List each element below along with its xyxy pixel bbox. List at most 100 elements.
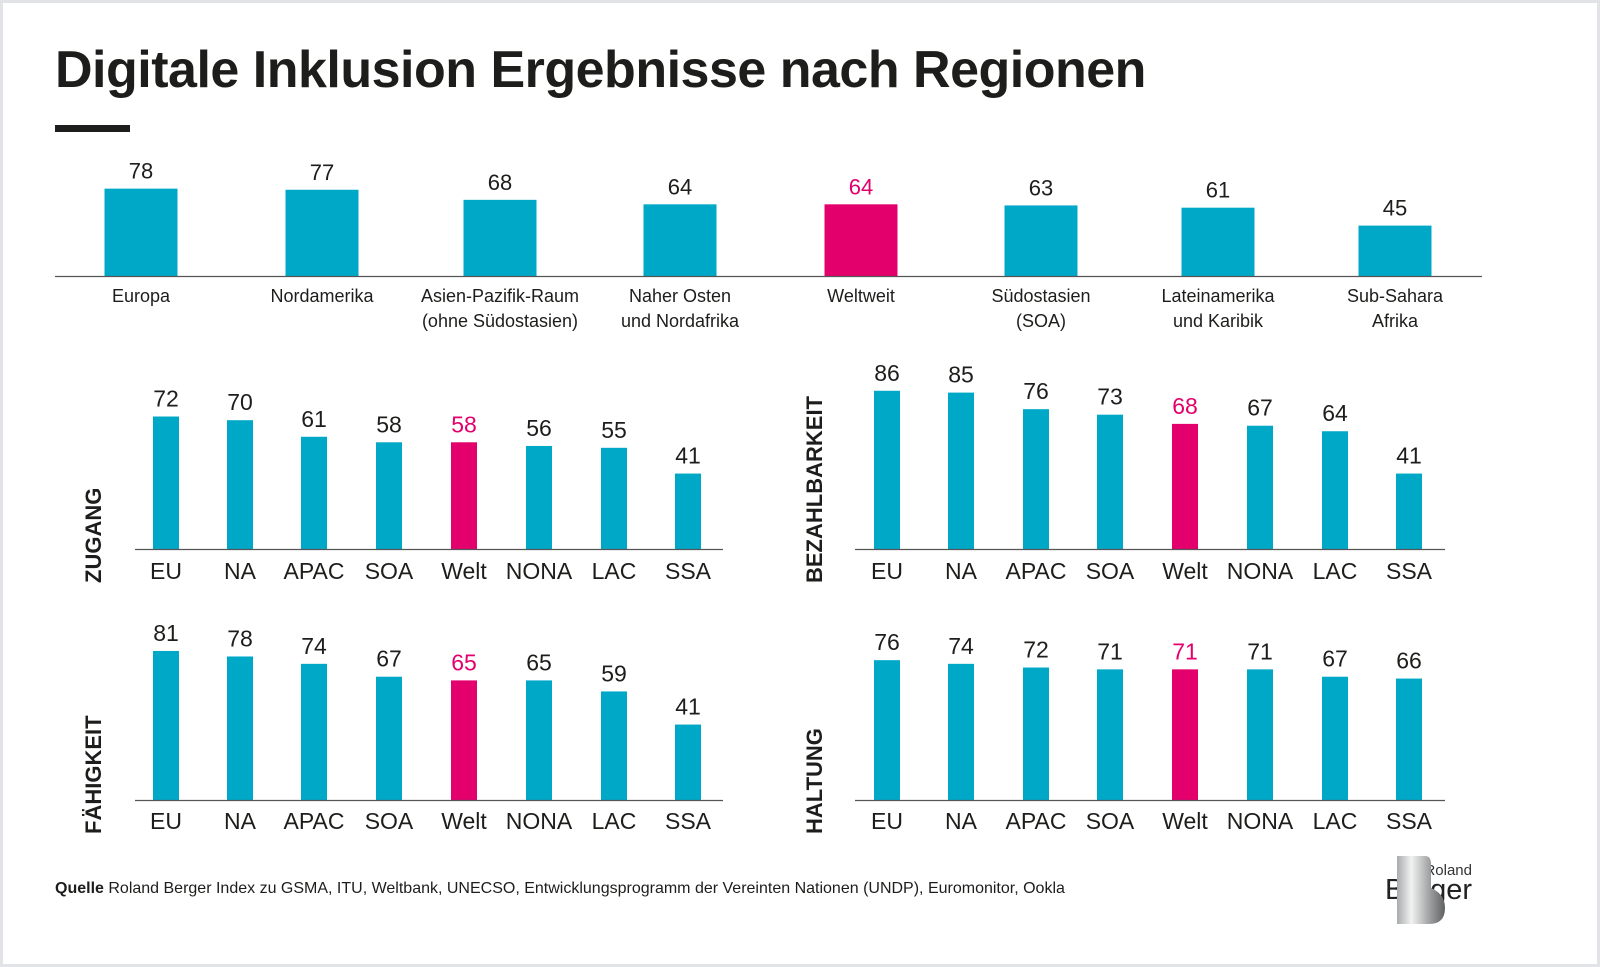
data-label: 58	[376, 411, 402, 437]
data-label: 71	[1247, 638, 1273, 664]
category-label: Lateinamerika und Karibik	[1161, 286, 1275, 331]
category-label: SSA	[665, 558, 712, 584]
data-label: 61	[1206, 178, 1230, 203]
bar-3-2	[301, 663, 327, 800]
category-label: NA	[945, 808, 978, 834]
title-underline	[55, 125, 130, 132]
data-label: 63	[1029, 175, 1053, 200]
data-label: 74	[948, 633, 974, 659]
bar-3-5	[526, 680, 552, 800]
bar-0-4	[824, 204, 898, 276]
bar-4-5	[1247, 669, 1273, 800]
data-label: 64	[849, 174, 873, 199]
category-label: APAC	[284, 558, 345, 584]
bar-1-4	[451, 442, 477, 549]
data-label: 41	[675, 443, 701, 469]
axis-title: ZUGANG	[81, 488, 106, 583]
data-label: 41	[1396, 443, 1422, 469]
source-text: Roland Berger Index zu GSMA, ITU, Weltba…	[108, 880, 1065, 897]
bar-4-4	[1172, 669, 1198, 800]
category-label: Welt	[1162, 558, 1208, 584]
category-label: NONA	[1227, 558, 1294, 584]
bar-1-1	[227, 420, 253, 549]
category-label: NONA	[506, 558, 573, 584]
data-label: 56	[526, 415, 552, 441]
bar-2-5	[1247, 425, 1273, 549]
category-label: SOA	[365, 808, 414, 834]
bar-0-7	[1358, 225, 1432, 276]
data-label: 65	[451, 649, 477, 675]
data-label: 59	[601, 660, 627, 686]
category-label: Welt	[441, 558, 487, 584]
category-label: EU	[150, 808, 182, 834]
data-label: 61	[301, 406, 327, 432]
data-label: 76	[1023, 378, 1049, 404]
data-label: 55	[601, 417, 627, 443]
bar-1-6	[601, 447, 627, 549]
category-label: NA	[945, 558, 978, 584]
category-label: NONA	[506, 808, 573, 834]
bar-0-5	[1004, 205, 1078, 276]
category-label: SSA	[665, 808, 712, 834]
category-label: Welt	[1162, 808, 1208, 834]
category-label: EU	[871, 558, 903, 584]
bar-2-6	[1322, 431, 1348, 549]
bar-1-3	[376, 442, 402, 549]
data-label: 78	[227, 625, 253, 651]
bar-4-7	[1396, 678, 1422, 800]
axis-title: BEZAHLBARKEIT	[802, 395, 827, 583]
category-label: NONA	[1227, 808, 1294, 834]
bar-1-0	[153, 416, 179, 549]
bar-4-1	[948, 663, 974, 800]
category-label: APAC	[1006, 808, 1067, 834]
category-label: EU	[150, 558, 182, 584]
data-label: 67	[1322, 646, 1348, 672]
category-label: SOA	[1086, 808, 1135, 834]
data-label: 71	[1172, 638, 1198, 664]
category-label: LAC	[1313, 808, 1358, 834]
bar-3-6	[601, 691, 627, 800]
logo-b-mark-icon	[1397, 856, 1445, 924]
data-label: 45	[1383, 196, 1407, 221]
bar-1-5	[526, 445, 552, 549]
data-label: 72	[1023, 637, 1049, 663]
data-label: 66	[1396, 648, 1422, 674]
bar-4-6	[1322, 676, 1348, 800]
data-label: 67	[376, 646, 402, 672]
source-label: Quelle	[55, 880, 104, 897]
bar-4-0	[874, 660, 900, 800]
bar-1-2	[301, 436, 327, 549]
bar-3-4	[451, 680, 477, 800]
bar-0-6	[1181, 207, 1255, 276]
category-label: LAC	[592, 558, 637, 584]
bar-0-1	[285, 189, 359, 276]
data-label: 65	[526, 649, 552, 675]
logo-line1: Roland	[1424, 862, 1472, 879]
data-label: 72	[153, 386, 179, 412]
bar-1-7	[675, 473, 701, 549]
category-label: Südostasien (SOA)	[991, 286, 1090, 331]
bar-3-1	[227, 656, 253, 800]
data-label: 86	[874, 360, 900, 386]
category-label: NA	[224, 558, 257, 584]
data-label: 74	[301, 633, 327, 659]
category-label: SSA	[1386, 558, 1433, 584]
category-label: Naher Osten und Nordafrika	[621, 286, 740, 331]
category-label: Sub-Sahara Afrika	[1347, 286, 1444, 331]
source-note: Quelle Roland Berger Index zu GSMA, ITU,…	[55, 880, 1065, 898]
data-label: 67	[1247, 395, 1273, 421]
category-label: SOA	[1086, 558, 1135, 584]
bar-3-3	[376, 676, 402, 800]
data-label: 78	[129, 159, 153, 184]
data-label: 68	[488, 170, 512, 195]
category-label: SSA	[1386, 808, 1433, 834]
data-label: 70	[227, 389, 253, 415]
data-label: 71	[1097, 638, 1123, 664]
category-label: Asien-Pazifik-Raum (ohne Südostasien)	[421, 286, 579, 331]
bar-2-3	[1097, 414, 1123, 549]
data-label: 41	[675, 694, 701, 720]
bar-2-4	[1172, 423, 1198, 549]
category-label: LAC	[1313, 558, 1358, 584]
category-label: Nordamerika	[270, 286, 374, 306]
